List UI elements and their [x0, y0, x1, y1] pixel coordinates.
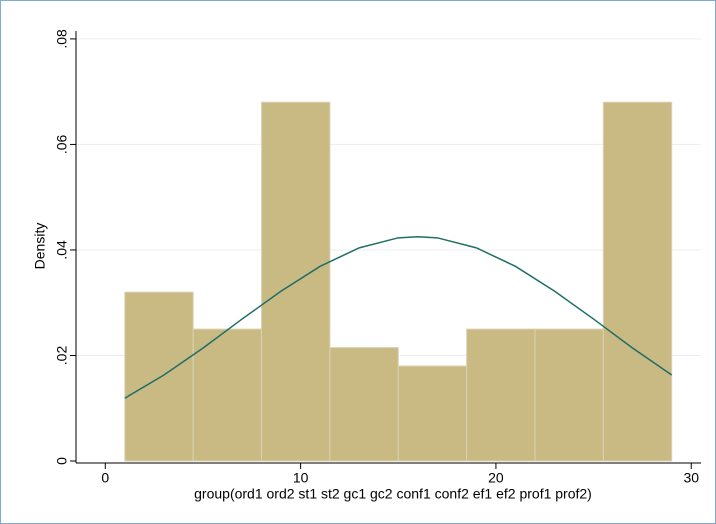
x-tick-label: 10 [293, 470, 309, 486]
x-tick-label: 30 [683, 470, 699, 486]
bar [261, 101, 331, 462]
y-axis-label: Density [32, 223, 48, 270]
x-tick-label: 20 [488, 470, 504, 486]
bar [466, 328, 536, 462]
y-tick-label: .06 [54, 134, 70, 154]
bar [602, 101, 673, 462]
bar [124, 291, 194, 462]
y-tick-label: .02 [54, 346, 70, 366]
x-tick-label: 0 [101, 470, 109, 486]
bar [534, 328, 604, 462]
y-tick-label: 0 [54, 457, 70, 465]
density-curve [124, 236, 673, 399]
bar [192, 328, 263, 462]
y-tick-label: .08 [54, 29, 70, 49]
y-tick-label: .04 [54, 240, 70, 260]
bar [329, 347, 399, 462]
bar [397, 365, 468, 462]
x-axis-label: group(ord1 ord2 st1 st2 gc1 gc2 conf1 co… [194, 486, 592, 502]
